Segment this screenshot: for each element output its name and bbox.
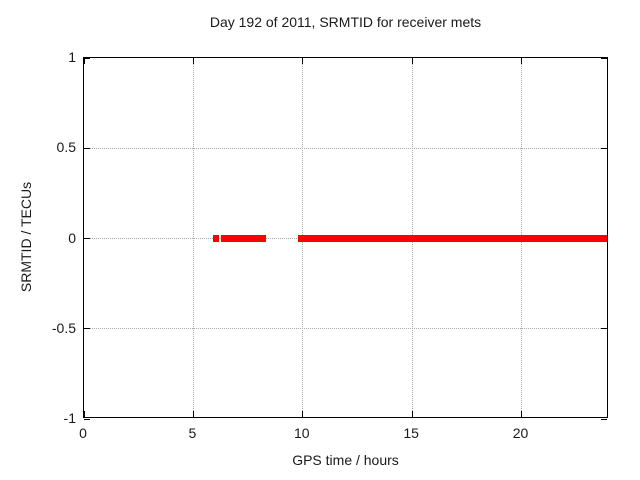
- y-tick-mark: [601, 147, 607, 149]
- x-tick-mark: [411, 58, 413, 64]
- x-tick-label: 5: [188, 425, 197, 441]
- x-gridline: [192, 58, 194, 417]
- data-segment: [298, 235, 607, 242]
- data-segment: [220, 235, 266, 242]
- x-tick-mark: [302, 58, 304, 64]
- y-tick-label: 1: [68, 49, 76, 65]
- x-tick-mark: [192, 411, 194, 417]
- x-tick-label: 0: [79, 425, 87, 441]
- x-tick-mark: [521, 411, 522, 417]
- y-tick-label: -0.5: [51, 319, 76, 336]
- x-tick-mark: [83, 58, 85, 64]
- x-tick-mark: [411, 411, 413, 417]
- x-tick-mark: [302, 411, 304, 417]
- y-gridline: [84, 328, 607, 330]
- x-tick-label: 20: [512, 425, 529, 441]
- y-tick-label: 0.5: [56, 139, 76, 156]
- y-tick-label: -1: [63, 410, 76, 426]
- x-tick-label: 15: [403, 425, 419, 441]
- x-tick-label: 10: [293, 425, 310, 441]
- y-tick-mark: [601, 328, 607, 330]
- y-tick-mark: [601, 57, 607, 59]
- y-tick-mark: [84, 418, 90, 420]
- y-tick-mark: [84, 328, 90, 330]
- y-tick-label: 0: [68, 229, 76, 246]
- x-tick-mark: [83, 411, 85, 417]
- data-segment: [213, 235, 220, 242]
- chart-title: Day 192 of 2011, SRMTID for receiver met…: [209, 14, 482, 30]
- x-axis-label: GPS time / hours: [292, 452, 399, 468]
- y-tick-mark: [84, 238, 90, 239]
- plot-area: [83, 57, 608, 420]
- y-tick-mark: [601, 418, 607, 420]
- x-tick-mark: [192, 58, 194, 64]
- y-tick-mark: [84, 57, 90, 59]
- x-tick-mark: [521, 58, 522, 64]
- y-tick-mark: [84, 147, 90, 149]
- y-gridline: [84, 147, 607, 149]
